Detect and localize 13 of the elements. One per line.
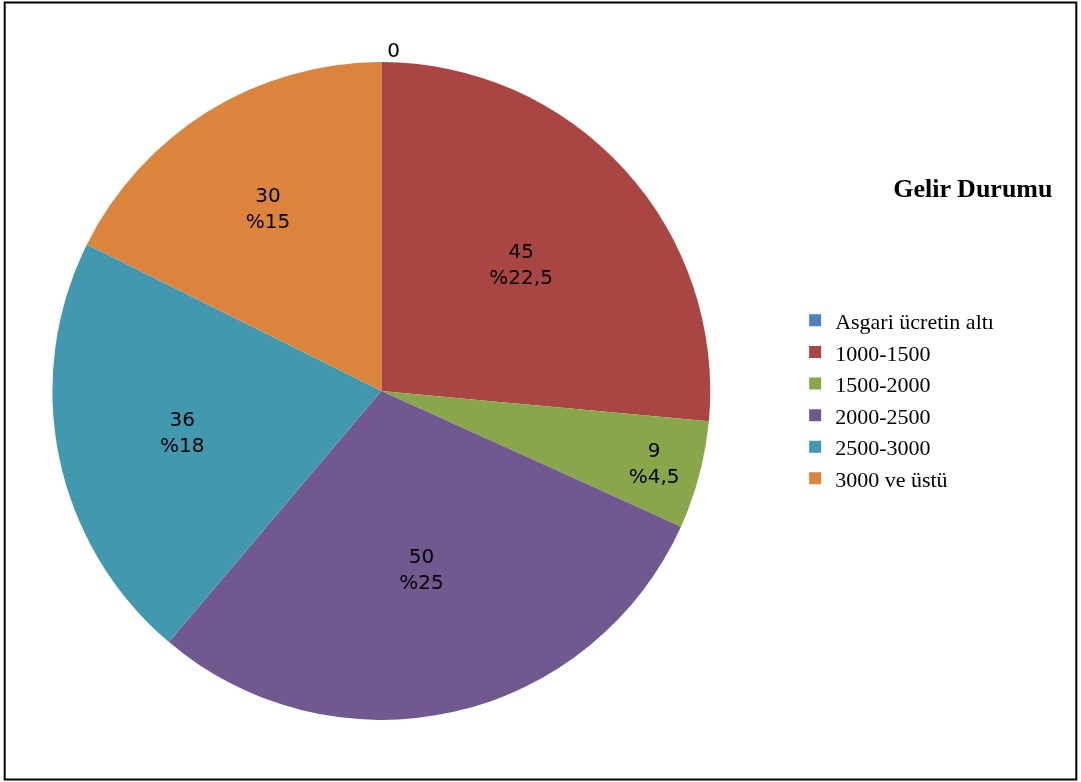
- data-label: 30 %15: [245, 182, 291, 233]
- text: 0: [387, 38, 401, 63]
- text: Gelir Durumu: [893, 173, 1053, 203]
- data-label: 50 %25: [399, 544, 444, 595]
- legend-label: 1000-1500: [835, 340, 931, 366]
- legend-label: Asgari ücretin altı: [835, 308, 994, 334]
- data-label: 9 %4,5: [628, 438, 680, 489]
- legend-label: 1500-2000: [835, 372, 931, 398]
- data-label: 36 %18: [159, 407, 205, 458]
- legend-label: 3000 ve üstü: [835, 466, 948, 492]
- legend-label: 2500-3000: [835, 435, 931, 461]
- data-label: 45 %22,5: [489, 238, 553, 289]
- legend-label: 2000-2500: [835, 403, 931, 429]
